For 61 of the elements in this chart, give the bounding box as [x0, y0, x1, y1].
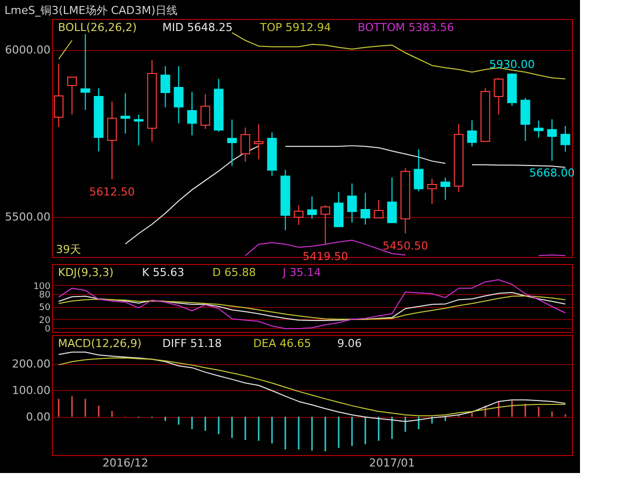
candlestick [494, 77, 504, 116]
y-tick-label: 100 [33, 282, 51, 292]
candlestick [560, 125, 570, 152]
candlestick [440, 176, 450, 200]
candlestick [334, 191, 344, 228]
candlestick [414, 148, 424, 192]
candlestick [120, 92, 130, 134]
candlestick [200, 93, 210, 130]
legend-title: KDJ(9,3,3) [58, 266, 114, 279]
legend-title: MACD(12,26,9) [58, 337, 142, 350]
annotation: 5930.00 [489, 58, 535, 72]
annotation: 5612.50 [89, 185, 135, 198]
line-series [58, 352, 566, 422]
candlestick [240, 127, 250, 162]
x-tick-label: 2017/01 [369, 456, 415, 470]
y-tick-label: 0.00 [26, 410, 50, 424]
candlestick [254, 124, 264, 160]
candlestick [307, 196, 317, 220]
candlestick [547, 118, 557, 162]
candlestick [467, 120, 477, 147]
text: K 55.63 [142, 266, 184, 279]
candlestick [320, 204, 330, 244]
candlestick [294, 204, 304, 226]
candlestick [54, 63, 64, 128]
candlestick [187, 91, 197, 136]
chart-title: LmeS_铜3(LME场外 CAD3M)日线 [4, 4, 178, 17]
y-tick-label: 50 [39, 303, 51, 313]
candlestick [227, 119, 237, 166]
text: BOTTOM 5383.56 [358, 21, 454, 34]
candlestick [534, 120, 544, 138]
candlestick [160, 66, 170, 108]
candlestick [107, 101, 117, 180]
x-tick-label: 2016/12 [102, 456, 148, 470]
y-tick-label: 80 [39, 290, 51, 300]
candlestick [174, 66, 184, 124]
y-tick-label: 0 [44, 324, 51, 334]
candlestick [427, 178, 437, 204]
text: J 35.14 [282, 266, 322, 279]
candlestick [347, 182, 357, 224]
candlestick [134, 114, 144, 146]
text: MID 5648.25 [162, 21, 233, 34]
y-tick-label: 6000.00 [5, 43, 50, 56]
line-series [58, 357, 566, 416]
series-label: TOP 5912.94 [259, 21, 331, 34]
annotation: 9.06 [337, 337, 362, 350]
text: DEA 46.65 [253, 337, 312, 350]
candlestick [80, 34, 90, 110]
candlestick [387, 176, 397, 224]
candlestick [67, 76, 77, 116]
candlestick [360, 192, 370, 226]
y-tick-label: 20 [39, 316, 51, 326]
annotation: 39天 [56, 243, 81, 256]
candlestick [374, 200, 384, 218]
y-tick-label: 5500.00 [5, 210, 50, 224]
legend-title: BOLL(26,26,2) [58, 21, 137, 34]
series-label: DIFF 51.18 [162, 337, 222, 350]
y-tick-label: 100.00 [12, 384, 50, 397]
y-tick-label: 200.00 [12, 358, 50, 371]
line-series [58, 279, 566, 330]
text: D 65.88 [212, 266, 256, 279]
annotation: 5450.50 [382, 239, 428, 252]
